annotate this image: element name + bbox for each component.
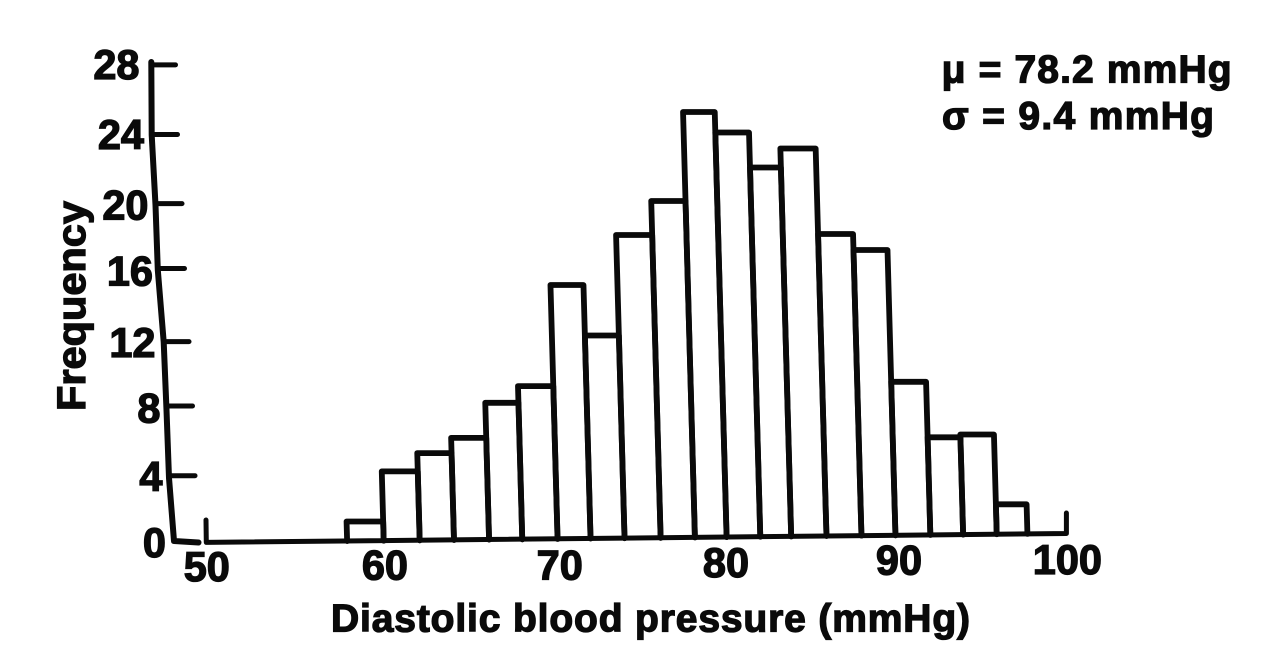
svg-text:70: 70 [537,542,583,589]
svg-text:90: 90 [876,537,922,584]
svg-text:8: 8 [137,385,160,432]
svg-text:100: 100 [1033,536,1102,583]
svg-text:σ = 9.4 mmHg: σ = 9.4 mmHg [942,95,1214,138]
svg-text:16: 16 [107,248,153,295]
svg-text:Frequency: Frequency [50,200,94,411]
svg-text:80: 80 [703,539,749,586]
svg-text:24: 24 [98,111,144,158]
svg-text:Diastolic blood pressure (mmHg: Diastolic blood pressure (mmHg) [331,597,970,640]
svg-text:28: 28 [93,41,139,88]
svg-text:20: 20 [102,182,148,229]
svg-text:0: 0 [143,519,166,566]
svg-text:μ = 78.2 mmHg: μ = 78.2 mmHg [942,49,1232,92]
svg-text:50: 50 [184,543,230,590]
svg-text:60: 60 [362,542,408,589]
svg-text:12: 12 [109,319,155,366]
svg-text:4: 4 [139,453,162,500]
